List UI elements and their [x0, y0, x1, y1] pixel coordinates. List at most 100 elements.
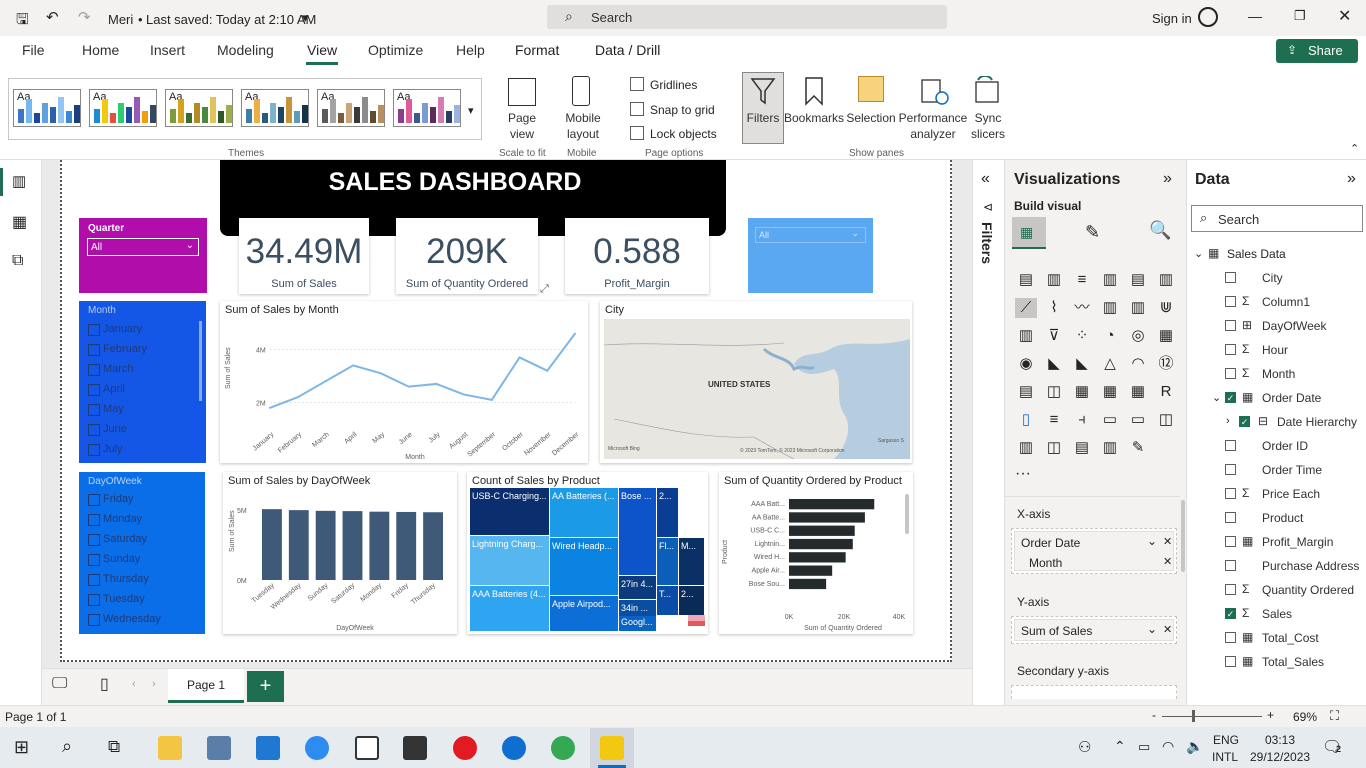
slicer-item[interactable]: Sunday	[79, 549, 199, 569]
menu-modeling[interactable]: Modeling	[217, 42, 274, 58]
report-view-icon[interactable]: ▥	[12, 173, 27, 190]
field-profit-margin[interactable]: Profit_Margin	[1262, 535, 1334, 549]
treemap-tile[interactable]: T...	[657, 586, 678, 615]
treemap-tile[interactable]: 2...	[679, 586, 704, 615]
scrollbar[interactable]	[905, 494, 909, 534]
clock-date[interactable]: 29/12/2023	[1250, 750, 1311, 764]
matrix-visual-icon[interactable]: ▦	[1130, 383, 1146, 400]
metrics-visual-icon[interactable]: ▥	[1018, 439, 1034, 456]
data-point[interactable]	[490, 398, 493, 401]
language-line1[interactable]: ENG	[1213, 733, 1240, 747]
field-dayofweek[interactable]: DayOfWeek	[1262, 319, 1327, 333]
lock-checkbox[interactable]	[630, 126, 644, 140]
field-price-each[interactable]: Price Each	[1262, 487, 1321, 501]
zoom-app-icon[interactable]	[305, 736, 329, 760]
menu-home[interactable]: Home	[82, 42, 120, 58]
treemap-tile[interactable]: Fl...	[657, 538, 678, 585]
expand-filters-icon[interactable]: «	[981, 170, 990, 187]
volume-icon[interactable]: 🔈	[1186, 738, 1204, 754]
filled-map-visual-icon[interactable]: ◣	[1048, 355, 1060, 372]
stacked-bar-visual-icon[interactable]: ▤	[1018, 271, 1034, 288]
collapse-pane-icon[interactable]: »	[1347, 170, 1356, 187]
sync-slicers-button[interactable]: Sync slicers	[970, 111, 1005, 141]
data-point[interactable]	[546, 369, 549, 372]
slicer-item[interactable]: Monday	[79, 509, 199, 529]
task-view-icon[interactable]: ⧉	[108, 737, 121, 756]
field-order-id[interactable]: Order ID	[1262, 439, 1309, 453]
field-checkbox[interactable]	[1225, 560, 1236, 571]
diamond-visual-icon[interactable]: ▥	[1102, 439, 1118, 456]
chevron-down-icon[interactable]: ⌄	[1194, 248, 1204, 260]
notification-icon[interactable]: 🗨	[1322, 739, 1343, 756]
map-visual-icon[interactable]: ◉	[1019, 355, 1033, 372]
field-checkbox[interactable]	[1225, 368, 1236, 379]
bar-chart-quantity-by-product[interactable]: Sum of Quantity Ordered by Product Produ…	[719, 472, 913, 634]
bar[interactable]	[789, 578, 827, 590]
bar[interactable]	[369, 511, 390, 580]
field-checkbox[interactable]	[1225, 296, 1236, 307]
save-icon[interactable]: 🖫	[16, 11, 29, 28]
paginated-visual-icon[interactable]: ◫	[1158, 411, 1174, 428]
stacked-area-visual-icon[interactable]: 〰	[1074, 299, 1090, 316]
field-checkbox[interactable]: ✓	[1225, 608, 1236, 619]
scatter-visual-icon[interactable]: ⁘	[1075, 327, 1089, 344]
quarter-dropdown[interactable]: All ⌄	[87, 238, 199, 256]
bar[interactable]	[789, 552, 846, 563]
share-button[interactable]: Share	[1276, 39, 1358, 63]
kpi-visual-icon[interactable]: ◫	[1046, 383, 1062, 400]
column-chart-sales-by-dayofweek[interactable]: Sum of Sales by DayOfWeek Sum of Sales 0M…	[223, 472, 457, 634]
close-icon[interactable]: ✕	[1338, 8, 1352, 25]
quarter-slicer[interactable]: Quarter All ⌄	[79, 218, 207, 293]
field-city[interactable]: City	[1262, 271, 1283, 285]
menu-insert[interactable]: Insert	[150, 42, 186, 58]
line-visual-icon[interactable]: ⟋	[1015, 298, 1037, 318]
bar[interactable]	[789, 538, 853, 550]
slicer-item[interactable]: July	[79, 439, 199, 459]
theme-swatch[interactable]: Aa	[165, 89, 233, 127]
slicer-item[interactable]: February	[79, 339, 199, 359]
scrollbar[interactable]	[199, 321, 202, 401]
mobile-layout-icon[interactable]: ▯	[100, 676, 109, 693]
slicer-item[interactable]: Wednesday	[79, 609, 199, 629]
stacked-column-visual-icon[interactable]: ▥	[1046, 271, 1062, 288]
format-visual-icon[interactable]: ✎	[1085, 222, 1101, 242]
slicer-item[interactable]: April	[79, 379, 199, 399]
filters-pane-button[interactable]	[742, 72, 784, 144]
treemap-tile[interactable]: AA Batteries (...	[550, 488, 618, 537]
slicer-item[interactable]: Tuesday	[79, 589, 199, 609]
avatar[interactable]	[1198, 7, 1218, 27]
wifi-icon[interactable]: ◠	[1162, 738, 1175, 754]
treemap-tile[interactable]: Bose ...	[619, 488, 656, 575]
field-sales[interactable]: Sales	[1262, 607, 1293, 621]
treemap-tile[interactable]: M...	[679, 538, 704, 585]
bar[interactable]	[789, 512, 865, 523]
gauge-visual-icon[interactable]: ◠	[1131, 355, 1145, 372]
filter-slicer[interactable]: All ⌄	[748, 218, 873, 293]
clock-time[interactable]: 03:13	[1265, 733, 1296, 747]
field-checkbox[interactable]: ✓	[1239, 416, 1250, 427]
card-profit-margin[interactable]: 0.588 Profit_Margin	[565, 218, 709, 294]
ribbon-visual-icon[interactable]: ⋓	[1159, 299, 1173, 316]
line-clustered-visual-icon[interactable]: ▥	[1130, 299, 1146, 316]
table-view-icon[interactable]: ▦	[12, 214, 28, 231]
azure-map-visual-icon[interactable]: △	[1104, 355, 1116, 372]
tab-page-1[interactable]: Page 1	[168, 669, 244, 703]
x-axis-well[interactable]: Order Date ⌄ ✕ Month ✕	[1011, 528, 1177, 574]
battery-icon[interactable]: ▭	[1138, 739, 1151, 754]
field-quantity-ordered[interactable]: Quantity Ordered	[1262, 583, 1355, 597]
theme-swatch[interactable]: Aa	[317, 89, 385, 127]
store-icon[interactable]	[403, 736, 427, 760]
power-automate-visual-icon[interactable]: ▤	[1074, 439, 1090, 456]
redo-icon[interactable]: ↷	[78, 9, 91, 26]
mobile-layout-button[interactable]: Mobile layout	[565, 111, 601, 141]
themes-more-icon[interactable]: ▾	[468, 105, 474, 117]
card-visual-icon[interactable]: ⑫	[1158, 355, 1174, 372]
map-city[interactable]: City UNITED STATES Microsoft Bing © 2023…	[600, 301, 912, 463]
snap-checkbox[interactable]	[630, 102, 644, 116]
treemap-tile-small[interactable]	[688, 621, 705, 626]
chrome-icon[interactable]	[551, 736, 575, 760]
card-sum-of-quantity[interactable]: 209K Sum of Quantity Ordered	[396, 218, 538, 294]
funnel-visual-icon[interactable]: ⊽	[1048, 327, 1060, 344]
field-hour[interactable]: Hour	[1262, 343, 1289, 357]
pie-visual-icon[interactable]: ◔	[1105, 327, 1115, 344]
